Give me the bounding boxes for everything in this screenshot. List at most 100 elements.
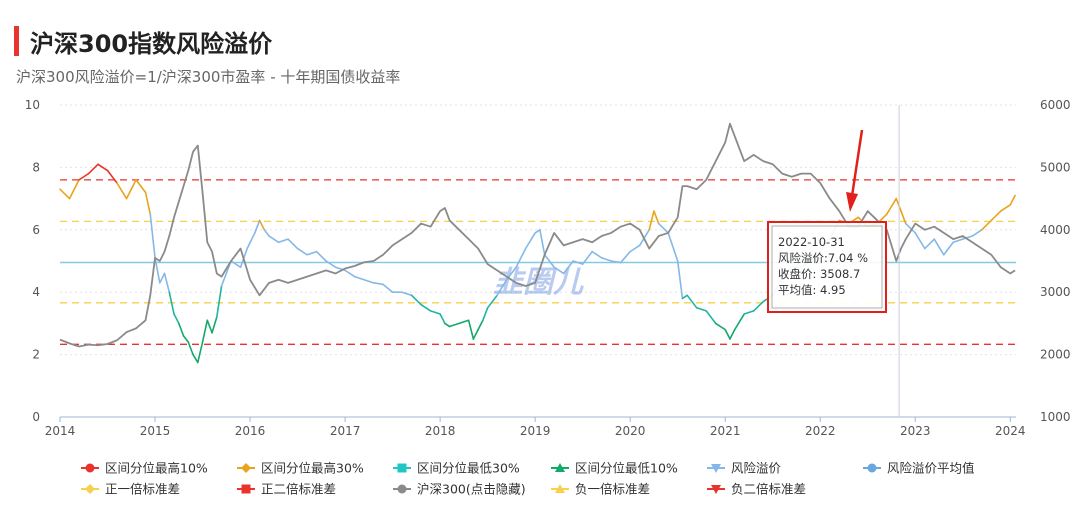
y-left-tick-label: 2 [32, 348, 40, 362]
risk-premium-segment [363, 278, 375, 284]
risk-premium-segment [97, 163, 109, 172]
risk-premium-segment [952, 238, 964, 244]
risk-premium-segment [695, 306, 708, 312]
risk-premium-segment [439, 313, 446, 325]
risk-premium-segment [87, 163, 99, 175]
legend-marker-diamond [241, 463, 251, 473]
risk-premium-segment [539, 229, 546, 256]
risk-premium-segment [980, 219, 993, 231]
tooltip-avg_label: 平均值: 4.95 [778, 283, 846, 297]
risk-premium-segment [496, 278, 508, 297]
risk-premium-segment [914, 232, 926, 250]
risk-premium-segment [990, 210, 1002, 222]
tooltip-close_label: 收盘价: 3508.7 [778, 267, 860, 281]
risk-premium-segment [154, 257, 161, 284]
legend-marker-triangle [555, 484, 565, 493]
risk-premium-segment [187, 341, 194, 356]
risk-premium-segment [296, 247, 308, 256]
x-tick-label: 2019 [520, 424, 551, 438]
risk-premium-segment [458, 319, 470, 325]
x-tick-label: 2014 [45, 424, 76, 438]
risk-premium-segment [230, 260, 242, 269]
y-left-tick-label: 4 [32, 285, 40, 299]
risk-premium-segment [353, 275, 365, 281]
risk-premium-segment [600, 257, 612, 262]
risk-premium-segment [724, 328, 731, 340]
legend-marker-circle [867, 463, 877, 473]
y-right-tick-label: 4000 [1040, 223, 1071, 237]
risk-premium-segment [629, 244, 641, 253]
risk-premium-segment [543, 253, 555, 269]
risk-premium-segment [263, 229, 270, 237]
risk-premium-segment [900, 210, 907, 225]
risk-premium-segment [904, 222, 917, 234]
y-right-tick-label: 1000 [1040, 410, 1071, 424]
legend-item-label: 区间分位最低10% [575, 461, 678, 476]
tooltip-premium_label: 风险溢价:7.04 % [778, 251, 868, 265]
risk-premium-segment [477, 319, 484, 331]
risk-premium-segment [420, 303, 432, 312]
risk-premium-segment [173, 313, 180, 325]
legend-item-label: 区间分位最高30% [261, 461, 364, 476]
risk-premium-segment [246, 232, 256, 250]
risk-premium-segment [572, 260, 584, 265]
risk-premium-segment [752, 300, 765, 312]
page-title: 沪深300指数风险溢价 [30, 30, 273, 58]
risk-premium-segment [472, 328, 479, 340]
x-tick-label: 2020 [615, 424, 646, 438]
legend-item-label: 负二倍标准差 [731, 482, 806, 497]
page-subtitle: 沪深300风险溢价=1/沪深300市盈率 - 十年期国债收益率 [16, 68, 401, 86]
risk-premium-segment [410, 294, 422, 306]
risk-premium-segment [515, 247, 527, 269]
risk-premium-segment [144, 191, 152, 215]
y-left-tick-label: 6 [32, 223, 40, 237]
risk-premium-segment [116, 182, 128, 200]
risk-premium-segment [372, 282, 384, 286]
risk-premium-segment [1009, 194, 1016, 206]
risk-premium-segment [106, 169, 118, 184]
risk-premium-segment [733, 313, 746, 331]
x-tick-label: 2023 [900, 424, 931, 438]
x-tick-label: 2017 [330, 424, 361, 438]
legend-item-label: 沪深300(点击隐藏) [417, 482, 526, 497]
y-right-tick-label: 3000 [1040, 285, 1071, 299]
y-left-tick-label: 0 [32, 410, 40, 424]
risk-premium-segment [135, 179, 147, 194]
risk-premium-segment [78, 172, 90, 181]
legend-marker-diamond [85, 484, 95, 494]
risk-premium-segment [610, 260, 622, 264]
risk-premium-segment [923, 238, 936, 250]
risk-premium-segment [562, 260, 574, 275]
legend-item-label: 负一倍标准差 [575, 482, 650, 497]
risk-premium-segment [681, 294, 688, 300]
legend-marker-square [241, 484, 251, 494]
legend-marker-square [397, 463, 407, 473]
risk-premium-segment [277, 238, 289, 244]
risk-premium-segment [581, 250, 593, 265]
risk-premium-segment [448, 322, 460, 328]
risk-premium-segment [933, 238, 945, 256]
legend-item-label: 正一倍标准差 [105, 482, 180, 497]
risk-premium-segment [743, 310, 755, 315]
y-left-tick-label: 8 [32, 160, 40, 174]
risk-premium-segment [306, 250, 318, 256]
risk-premium-segment [125, 179, 137, 200]
risk-premium-segment [325, 260, 337, 269]
risk-premium-segment [382, 283, 394, 294]
risk-premium-segment [220, 272, 228, 287]
legend-item-label: 风险溢价平均值 [887, 461, 975, 476]
risk-premium-segment [206, 319, 213, 334]
risk-premium-segment [524, 232, 536, 250]
legend-marker-circle [397, 484, 407, 494]
risk-premium-segment [591, 250, 603, 259]
risk-premium-segment [192, 353, 199, 364]
x-tick-label: 2018 [425, 424, 456, 438]
x-tick-label: 2015 [140, 424, 171, 438]
risk-premium-segment [344, 269, 356, 278]
risk-premium-segment [254, 219, 261, 234]
risk-premium-segment [201, 319, 209, 343]
y-left-tick-label: 10 [25, 98, 40, 112]
risk-premium-segment [619, 250, 631, 264]
risk-premium-segment [971, 229, 983, 237]
